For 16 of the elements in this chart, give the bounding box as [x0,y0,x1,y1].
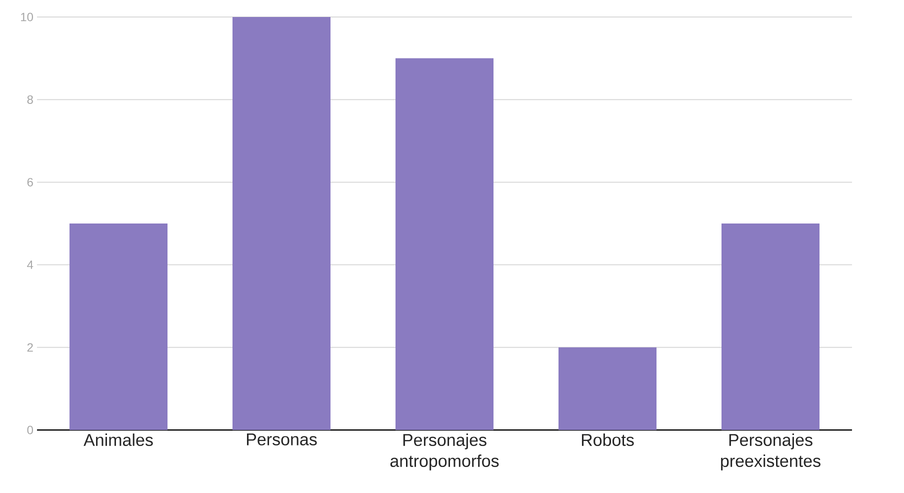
y-tick-label: 10 [21,12,34,22]
bar [558,347,657,430]
bar [232,16,331,430]
x-tick-label: Personas [246,434,317,446]
y-tick-label: 2 [27,343,33,352]
bar [70,224,168,430]
x-tick-label: Personajes antropomorfos [390,434,499,470]
x-tick-label: Robots [582,434,634,446]
y-tick-label: 6 [27,178,33,186]
bar [396,58,494,430]
x-tick-label: Animales [84,434,153,446]
y-tick-label: 8 [27,95,33,104]
bar [722,224,820,430]
x-tick-label: Personajes preexistentes [721,434,820,470]
y-tick-label: 0 [27,426,34,434]
y-tick-label: 4 [27,260,34,269]
